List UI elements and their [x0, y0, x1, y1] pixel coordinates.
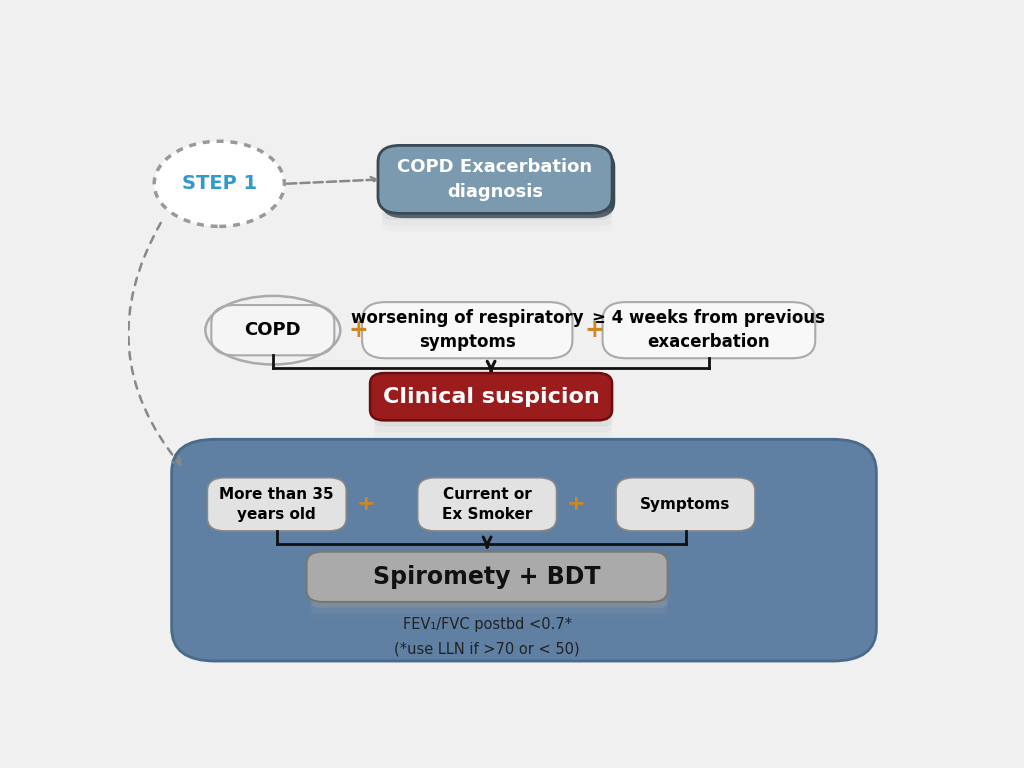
Text: +: +	[585, 318, 604, 343]
Text: COPD Exacerbation
diagnosis: COPD Exacerbation diagnosis	[397, 158, 593, 201]
FancyBboxPatch shape	[207, 478, 346, 531]
FancyBboxPatch shape	[374, 413, 612, 426]
FancyArrowPatch shape	[128, 223, 180, 465]
FancyBboxPatch shape	[362, 302, 572, 358]
FancyBboxPatch shape	[616, 478, 755, 531]
FancyBboxPatch shape	[418, 478, 557, 531]
Text: Spiromety + BDT: Spiromety + BDT	[374, 564, 601, 589]
Text: Symptoms: Symptoms	[640, 497, 731, 511]
FancyBboxPatch shape	[172, 439, 877, 661]
Text: +: +	[348, 318, 368, 343]
Text: More than 35
years old: More than 35 years old	[219, 487, 334, 521]
Text: ≥ 4 weeks from previous
exacerbation: ≥ 4 weeks from previous exacerbation	[593, 310, 825, 351]
Text: COPD: COPD	[245, 321, 301, 339]
FancyBboxPatch shape	[382, 212, 612, 225]
Text: +: +	[567, 495, 586, 515]
FancyBboxPatch shape	[310, 595, 668, 607]
Text: STEP 1: STEP 1	[181, 174, 257, 194]
FancyBboxPatch shape	[310, 607, 668, 620]
FancyBboxPatch shape	[309, 556, 670, 607]
FancyBboxPatch shape	[374, 425, 612, 438]
FancyBboxPatch shape	[378, 145, 612, 214]
FancyBboxPatch shape	[310, 601, 668, 614]
Text: worsening of respiratory
symptoms: worsening of respiratory symptoms	[351, 310, 584, 351]
Text: +: +	[356, 495, 376, 515]
FancyBboxPatch shape	[211, 305, 334, 356]
Text: (*use LLN if >70 or < 50): (*use LLN if >70 or < 50)	[394, 642, 580, 657]
FancyBboxPatch shape	[382, 207, 612, 220]
Ellipse shape	[155, 141, 285, 227]
FancyBboxPatch shape	[374, 419, 612, 432]
FancyBboxPatch shape	[306, 551, 668, 602]
Text: FEV₁/FVC postbd <0.7*: FEV₁/FVC postbd <0.7*	[402, 617, 571, 632]
FancyBboxPatch shape	[382, 218, 612, 231]
FancyBboxPatch shape	[381, 150, 615, 218]
Text: Clinical suspicion: Clinical suspicion	[383, 387, 599, 407]
Text: Current or
Ex Smoker: Current or Ex Smoker	[442, 487, 532, 521]
FancyBboxPatch shape	[602, 302, 815, 358]
FancyBboxPatch shape	[370, 373, 612, 420]
